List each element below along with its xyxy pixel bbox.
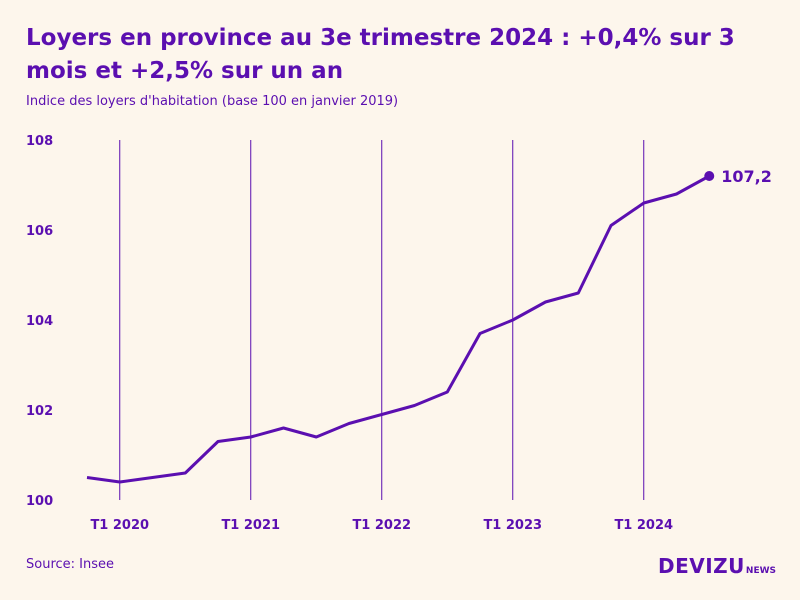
x-tick-label: T1 2020 xyxy=(90,518,149,533)
y-tick-label: 100 xyxy=(26,494,53,509)
x-tick-label: T1 2022 xyxy=(352,518,411,533)
logo-text: DEVIZU xyxy=(657,554,745,578)
end-value-label: 107,2 xyxy=(721,167,772,186)
y-tick-label: 106 xyxy=(26,224,53,239)
y-tick-label: 104 xyxy=(26,314,53,329)
y-tick-label: 108 xyxy=(26,134,53,149)
vertical-gridlines xyxy=(119,140,645,500)
y-axis-ticks: 100 102 104 106 108 xyxy=(26,134,53,509)
series-line xyxy=(86,174,711,484)
source-note: Source: Insee xyxy=(26,557,115,572)
x-tick-label: T1 2021 xyxy=(221,518,280,533)
chart-subtitle: Indice des loyers d'habitation (base 100… xyxy=(26,94,399,109)
logo-subtext: NEWS xyxy=(745,566,776,576)
x-tick-label: T1 2023 xyxy=(483,518,542,533)
brand-logo: DEVIZU NEWS xyxy=(658,554,776,578)
x-tick-label: T1 2024 xyxy=(614,518,673,533)
chart-title: Loyers en province au 3e trimestre 2024 … xyxy=(26,25,735,84)
y-tick-label: 102 xyxy=(26,404,53,419)
x-axis-ticks: T1 2020 T1 2021 T1 2022 T1 2023 T1 2024 xyxy=(90,518,673,533)
end-point-marker xyxy=(704,171,715,181)
